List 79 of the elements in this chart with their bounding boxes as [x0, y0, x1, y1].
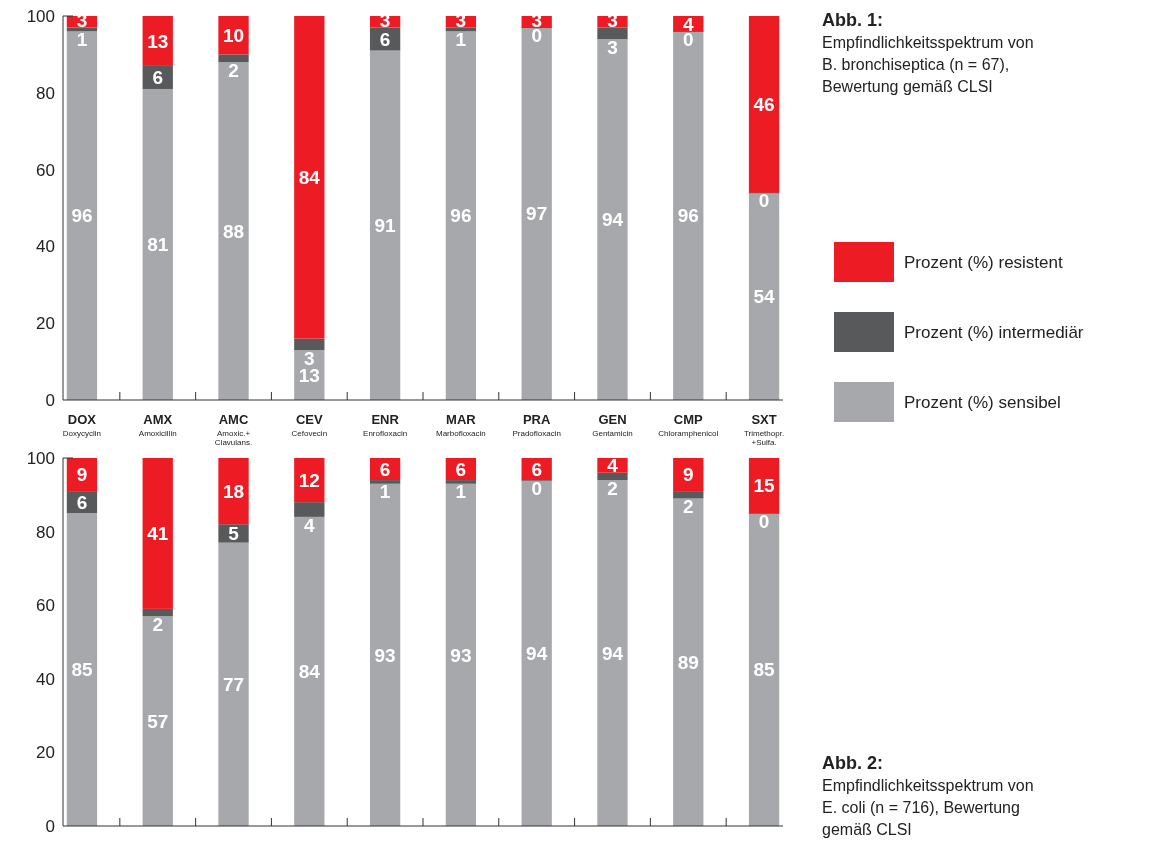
data-label: 94	[601, 642, 624, 664]
data-label: 6	[152, 67, 164, 89]
data-label: 96	[71, 205, 93, 227]
legend-label: Prozent (%) sensibel	[904, 392, 1061, 412]
x-tick-label: GEN Gentamicin	[592, 412, 633, 438]
caption: Abb. 1:	[822, 10, 883, 30]
data-label: 0	[758, 190, 770, 212]
data-label: 93	[374, 644, 396, 666]
y-tick-label: 60	[36, 596, 55, 616]
data-label: 10	[222, 24, 245, 46]
y-tick-label: 100	[26, 6, 55, 26]
data-label: 2	[152, 613, 164, 635]
data-label: 5	[228, 523, 240, 545]
data-label: 89	[677, 651, 699, 673]
data-label: 85	[71, 659, 93, 681]
data-label: 2	[607, 477, 618, 499]
data-label: 94	[526, 642, 548, 664]
y-tick-label: 40	[36, 237, 55, 257]
data-label: 91	[374, 214, 397, 236]
y-tick-label: 40	[36, 669, 55, 689]
data-label: 1	[76, 29, 88, 51]
x-tick-label: DOX Doxycyclin	[62, 412, 102, 438]
data-label: 41	[147, 523, 169, 545]
x-tick-label: CEV Cefovecin	[291, 412, 328, 438]
x-tick-label: ENR Enrofloxacin	[363, 412, 408, 438]
data-label: 96	[450, 205, 472, 227]
legend-label: Prozent (%) resistent	[904, 252, 1063, 272]
data-label: 97	[526, 203, 548, 225]
data-label: 1	[379, 481, 391, 503]
x-tick-label: AMX Amoxicillin	[138, 412, 177, 438]
data-label: 84	[298, 661, 321, 683]
y-tick-label: 60	[36, 160, 55, 180]
data-label: 3	[607, 36, 618, 58]
x-tick-label: CMP Chloramphenicol	[658, 412, 719, 438]
data-label: 46	[753, 93, 775, 115]
caption: Abb. 2:	[822, 753, 883, 773]
y-tick-label: 80	[36, 522, 55, 542]
data-label: 4	[607, 455, 619, 477]
y-tick-label: 0	[45, 390, 55, 410]
data-label: 9	[76, 464, 88, 486]
data-label: 6	[455, 458, 467, 480]
data-label: 88	[222, 220, 245, 242]
y-tick-label: 0	[45, 816, 55, 836]
data-label: 84	[298, 166, 321, 188]
data-label: 85	[753, 659, 776, 681]
data-label: 81	[147, 234, 169, 256]
data-label: 6	[76, 491, 88, 513]
x-tick-label: AMC Amoxic.+ Clavulans.	[214, 412, 253, 447]
data-label: 1	[455, 29, 467, 51]
legend-label: Prozent (%) intermediär	[904, 322, 1084, 342]
text: Empfindlichkeitsspektrum von B. bronchiseptica (n = 67), Bewertung gemäß CLSI	[822, 34, 1034, 95]
data-label: 2	[228, 59, 239, 81]
data-label: 96	[677, 205, 699, 227]
x-tick-label: SXT Trimethopr. +Sulfa.	[743, 412, 785, 447]
data-label: 2	[682, 496, 694, 518]
data-label: 54	[753, 285, 776, 307]
y-tick-label: 100	[26, 448, 55, 468]
data-label: 9	[682, 464, 694, 486]
data-label: 94	[601, 209, 624, 231]
data-label: 6	[379, 458, 391, 480]
data-label: 57	[147, 710, 169, 732]
data-label: 15	[753, 475, 776, 497]
y-tick-label: 20	[36, 743, 55, 763]
text: Empfindlichkeitsspektrum von E. coli (n = 716), Bewertung gemäß CLSI	[822, 777, 1034, 838]
y-tick-label: 20	[36, 314, 55, 334]
data-label: 77	[222, 673, 245, 695]
data-label: 4	[304, 514, 316, 536]
data-label: 6	[379, 28, 391, 50]
data-label: 12	[298, 469, 320, 491]
data-label: 0	[758, 510, 770, 532]
data-label: 13	[147, 30, 169, 52]
y-tick-label: 80	[36, 83, 55, 103]
data-label: 6	[531, 458, 542, 480]
data-label: 0	[531, 477, 542, 499]
data-label: 18	[222, 480, 245, 502]
x-tick-label: PRA Pradofloxacin	[512, 412, 561, 438]
data-label: 1	[455, 481, 467, 503]
x-tick-label: MAR Marbofloxacin	[435, 412, 486, 438]
data-label: 93	[450, 644, 472, 666]
